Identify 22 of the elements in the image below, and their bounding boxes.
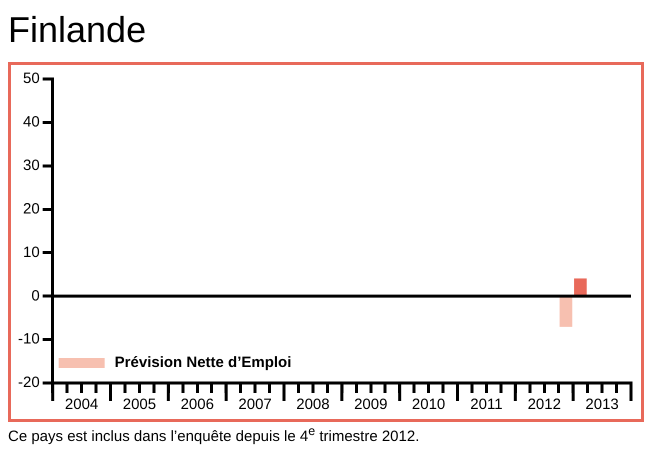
x-tick-label: 2012 [528, 396, 561, 414]
x-tick-label: 2006 [180, 396, 214, 414]
y-tick-label: 0 [31, 287, 40, 304]
x-tick-label: 2013 [585, 396, 619, 414]
y-tick-label: 40 [22, 114, 40, 131]
legend-label: Prévision Nette d’Emploi [114, 354, 292, 372]
x-tick-label: 2004 [64, 396, 98, 414]
x-tick-label: 2007 [238, 396, 272, 414]
text: Ce pays est inclus dans l’enquête depuis le 4$^{e}$ trimestre 2012. [8, 424, 420, 445]
x-tick-label: 2005 [122, 396, 156, 414]
y-tick-label: 50 [22, 70, 40, 88]
y-tick-label: -20 [18, 374, 40, 392]
y-tick-label: 10 [22, 244, 40, 261]
x-tick-label: 2009 [354, 396, 388, 414]
x-tick-label: 2011 [470, 396, 503, 414]
panel-frame: 2004 2005 2006 2007 2008 2009 2010 2011 2012 2013 -20 -10 0 10 20 30 40 50 Prévision Nette d’Emploi [8, 62, 644, 422]
chart-title: Finlande [8, 8, 148, 52]
x-tick-label: 2008 [296, 396, 330, 414]
x-tick-label: 2010 [412, 396, 446, 414]
y-tick-label: 20 [22, 200, 40, 218]
y-tick-label: 30 [22, 157, 40, 174]
y-tick-label: -10 [18, 330, 40, 348]
